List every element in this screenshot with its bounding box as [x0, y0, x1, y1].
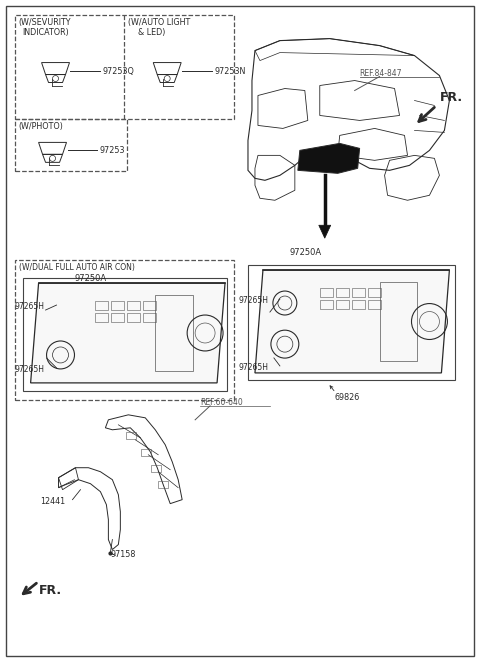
Text: INDICATOR): INDICATOR) [23, 28, 70, 36]
Bar [320, 300, 333, 309]
Text: (W/DUAL FULL AUTO AIR CON): (W/DUAL FULL AUTO AIR CON) [19, 263, 134, 272]
Bar [126, 432, 136, 439]
Bar [15, 119, 127, 171]
Bar [141, 449, 151, 455]
Bar [151, 465, 161, 472]
Text: FR.: FR. [38, 585, 62, 598]
Bar [144, 313, 156, 322]
Text: 12441: 12441 [41, 496, 66, 506]
Text: 97253: 97253 [99, 146, 125, 156]
Bar [368, 288, 381, 297]
Text: 97253Q: 97253Q [102, 67, 134, 75]
Bar [155, 295, 193, 371]
Bar [336, 300, 348, 309]
Polygon shape [31, 283, 225, 383]
Text: 97265H: 97265H [238, 363, 268, 372]
Text: 69826: 69826 [335, 393, 360, 402]
Bar [111, 313, 124, 322]
Bar [15, 260, 234, 400]
Bar [96, 313, 108, 322]
Text: (W/PHOTO): (W/PHOTO) [19, 122, 63, 132]
Text: 97250A: 97250A [74, 274, 107, 283]
Text: 97265H: 97265H [238, 296, 268, 305]
Bar [15, 15, 234, 119]
Bar [336, 288, 348, 297]
Bar [23, 278, 227, 391]
Bar [320, 288, 333, 297]
Bar [352, 288, 365, 297]
Polygon shape [319, 225, 331, 238]
Text: FR.: FR. [439, 91, 463, 103]
Text: & LED): & LED) [138, 28, 166, 36]
Text: (W/SEVURITY: (W/SEVURITY [19, 18, 71, 26]
Text: REF.84-847: REF.84-847 [360, 69, 402, 77]
Text: 97265H: 97265H [15, 365, 45, 374]
Bar [158, 481, 168, 488]
Bar [144, 301, 156, 310]
Text: 97253N: 97253N [214, 67, 245, 75]
Text: (W/AUTO LIGHT: (W/AUTO LIGHT [128, 18, 191, 26]
Bar [380, 282, 418, 361]
Bar [127, 313, 140, 322]
Bar [96, 301, 108, 310]
Bar [368, 300, 381, 309]
Bar [111, 301, 124, 310]
Text: REF.60-640: REF.60-640 [200, 398, 243, 407]
Text: 97265H: 97265H [15, 302, 45, 311]
Bar [127, 301, 140, 310]
Text: 97250A: 97250A [290, 248, 322, 257]
Bar [352, 300, 365, 309]
Bar [248, 265, 456, 380]
Text: 97158: 97158 [110, 549, 136, 559]
Polygon shape [255, 270, 449, 373]
Polygon shape [298, 144, 360, 173]
